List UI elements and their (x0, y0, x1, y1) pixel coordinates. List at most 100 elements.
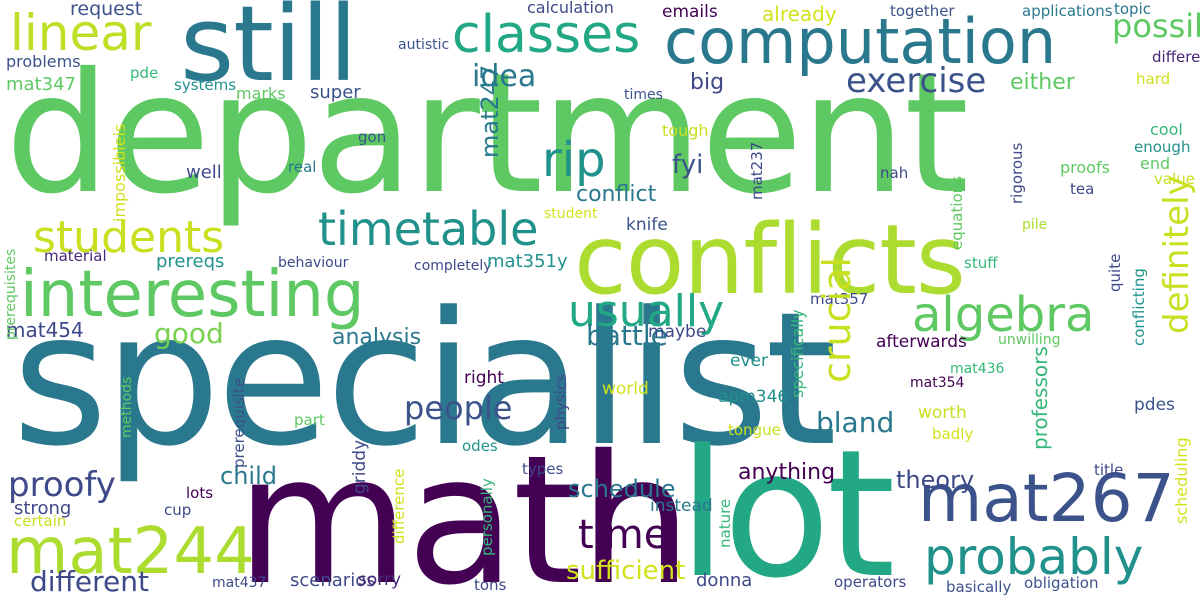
word-bland: definitely (1157, 175, 1197, 334)
word-different: good (154, 317, 224, 350)
word-scenarios: types (522, 460, 564, 478)
word-autistic: topic (1114, 0, 1151, 18)
word-times: marks (236, 84, 286, 103)
word-end: cool (1150, 120, 1183, 139)
word-people: people (404, 389, 513, 427)
word-rigorous: rigorous (1008, 142, 1026, 204)
word-obligation: donna (696, 570, 753, 591)
word-real: tea (1070, 180, 1095, 198)
word-behaviour: knife (626, 215, 668, 235)
word-nature: nature (716, 498, 734, 548)
word-hard: times (624, 87, 663, 103)
word-equations: equations (948, 176, 966, 250)
word-badly: pdes (1134, 395, 1175, 415)
word-definitely: obligation (1024, 574, 1099, 592)
word-child: bland (816, 406, 895, 439)
word-mat351y: behaviour (278, 255, 349, 271)
word-topic: together (890, 2, 955, 20)
word-rip: rip (542, 132, 606, 188)
word-anything: schedule (568, 475, 676, 503)
word-student: gon (358, 128, 387, 146)
word-tough: well (186, 162, 222, 183)
word-pile: mat247 (476, 64, 504, 158)
word-specifically: specifically (788, 309, 807, 398)
word-battle: theory (896, 466, 975, 494)
word-mat347: problems (6, 52, 81, 71)
word-mat454: mat351y (487, 251, 568, 272)
word-pde: autistic (398, 37, 450, 53)
word-schedule: child (220, 462, 277, 490)
word-prerequisites: prerequisites (3, 248, 19, 340)
word-right: ever (730, 351, 768, 371)
word-lot: lot (678, 412, 896, 600)
word-usually: usually (568, 286, 725, 337)
word-methods: methods (119, 376, 135, 438)
word-gon: real (288, 158, 317, 176)
word-request: either (1010, 70, 1075, 95)
word-knife: tough (662, 121, 709, 140)
word-world: mat436 (950, 361, 1005, 377)
word-physics: physics (552, 374, 570, 430)
word-already: big (690, 70, 725, 95)
word-systems: mat347 (6, 74, 76, 95)
word-prerequisite: prerequisite (230, 378, 248, 468)
word-problems: applications (1022, 2, 1113, 20)
word-nah: proofs (1060, 158, 1110, 177)
word-specialist: specialist (12, 273, 837, 487)
word-time: time (578, 512, 669, 558)
word-title: certain (14, 512, 67, 530)
word-instead: cup (164, 501, 192, 519)
word-mat437: operators (834, 573, 907, 591)
word-together: emails (662, 2, 718, 22)
word-difference: difference (390, 468, 408, 544)
word-scheduling: scheduling (1172, 437, 1191, 524)
word-big: fyi (672, 150, 704, 180)
word-tea: value (1154, 170, 1195, 188)
word-mat354: unwilling (998, 332, 1061, 348)
word-unwilling: mat454 (6, 318, 84, 342)
word-idea: crucial (815, 257, 859, 383)
word-calculation: request (70, 0, 143, 20)
word-proofs: end (1140, 154, 1171, 173)
word-mat244: mat244 (6, 515, 255, 589)
word-donna: scenarios (290, 570, 376, 591)
word-mat267: mat267 (918, 460, 1175, 537)
word-pdes: world (602, 379, 649, 399)
word-impossibleis: impossibleis (110, 123, 129, 222)
word-super: systems (174, 76, 237, 94)
word-mat237: mat237 (748, 141, 766, 200)
word-types: lots (186, 484, 214, 502)
word-good: possible (1112, 7, 1200, 45)
word-well: nah (880, 164, 909, 182)
word-conflict: analysis (332, 325, 422, 350)
word-griddy: griddy (350, 439, 370, 494)
word-maybe: stuff (964, 254, 998, 272)
word-proofy: proofy (8, 465, 116, 505)
word-still: still (180, 0, 358, 105)
word-certain: strong (14, 498, 72, 519)
word-enough: hard (1136, 70, 1171, 88)
word-sufficient: different (30, 565, 149, 598)
word-exercise: exercise (846, 61, 987, 101)
word-apm346: mat354 (910, 375, 965, 391)
word-interesting: interesting (20, 258, 365, 332)
word-computation: computation (664, 5, 1057, 78)
word-cup: odes (462, 437, 498, 455)
word-ever: maybe (648, 322, 707, 342)
word-department: department (5, 38, 969, 231)
word-basically: tons (474, 576, 507, 594)
word-cool: differential (1152, 48, 1200, 66)
word-probably: probably (924, 528, 1144, 586)
word-value: enough (1134, 138, 1191, 156)
word-stuff: completely (414, 258, 492, 274)
word-conflicts: conflicts (574, 204, 966, 316)
word-part: apm346 (718, 387, 789, 407)
word-operators: sorry (358, 570, 401, 590)
word-prereqs: material (44, 247, 107, 265)
word-material: student (544, 206, 598, 222)
word-applications: calculation (527, 0, 614, 17)
word-worth: right (464, 368, 504, 388)
word-professors: professors (1028, 346, 1052, 450)
word-classes: classes (452, 5, 641, 65)
